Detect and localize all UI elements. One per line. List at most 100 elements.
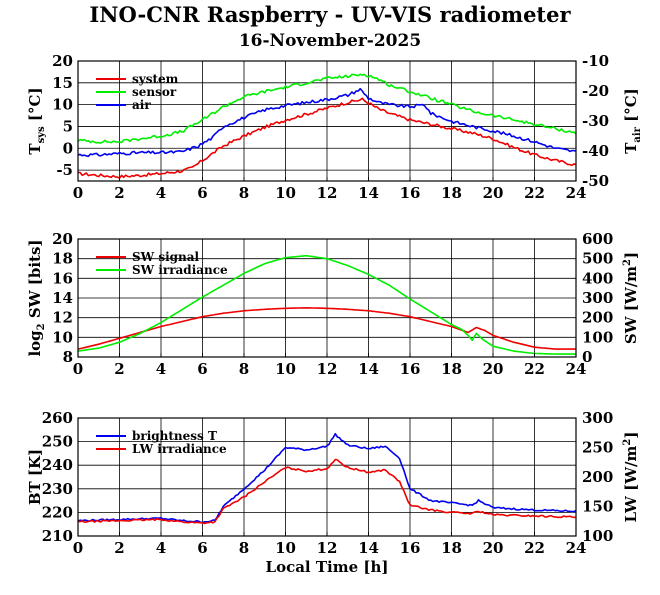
panel-shortwave-ytick-left-label: 10 <box>52 328 73 346</box>
panel-longwave-xtick-label: 12 <box>317 539 338 557</box>
page-title: INO-CNR Raspberry - UV-VIS radiometer <box>89 2 571 27</box>
panel-longwave-legend-label: brightness T <box>132 429 217 443</box>
panel-shortwave-ytick-right-label: 100 <box>582 328 613 346</box>
panel-longwave-ytick-left-label: 220 <box>42 503 73 521</box>
panel-temperature-xtick-label: 6 <box>197 184 207 202</box>
panel-longwave-ytick-left-label: 240 <box>42 456 73 474</box>
panel-temperature-xtick-label: 16 <box>400 184 421 202</box>
panel-shortwave-series-sw-signal <box>77 306 576 350</box>
panel-longwave-ytick-left-label: 210 <box>42 527 73 545</box>
panel-longwave-ytick-right-label: 100 <box>582 527 613 545</box>
panel-shortwave-xtick-label: 6 <box>197 360 207 378</box>
panel-shortwave-xtick-label: 14 <box>358 360 379 378</box>
panel-longwave-ytick-right-label: 200 <box>582 468 613 486</box>
panel-temperature-legend-label: system <box>132 72 179 86</box>
panel-shortwave-xtick-label: 10 <box>275 360 296 378</box>
panel-temperature-ytick-right-label: -30 <box>582 112 609 130</box>
panel-temperature-ytick-left-label: 15 <box>52 74 73 92</box>
panel-longwave-xtick-label: 2 <box>114 539 124 557</box>
panel-temperature-series-sensor <box>77 73 577 144</box>
date-subtitle: 16-November-2025 <box>238 31 422 51</box>
panel-shortwave-legend-label: SW signal <box>132 250 200 264</box>
panel-temperature-xtick-label: 18 <box>441 184 462 202</box>
panel-temperature-ylabel-right: Tair [°C] <box>622 88 643 154</box>
panel-longwave-xtick-label: 24 <box>566 539 587 557</box>
panel-shortwave-xtick-label: 18 <box>441 360 462 378</box>
panel-shortwave-legend-label: SW irradiance <box>132 263 228 277</box>
x-axis-label: Local Time [h] <box>266 558 389 576</box>
panel-longwave-xtick-label: 8 <box>239 539 249 557</box>
panel-shortwave-ytick-right-label: 300 <box>582 289 613 307</box>
panel-longwave-xtick-label: 6 <box>197 539 207 557</box>
panel-temperature-xtick-label: 0 <box>73 184 83 202</box>
panel-longwave-ytick-right-label: 300 <box>582 409 613 427</box>
panel-temperature-xtick-label: 12 <box>317 184 338 202</box>
panel-shortwave-xtick-label: 8 <box>239 360 249 378</box>
panel-temperature-ytick-left-label: 20 <box>52 52 73 70</box>
panel-longwave-xtick-label: 4 <box>156 539 166 557</box>
panel-temperature-xtick-label: 2 <box>114 184 124 202</box>
panel-longwave-ytick-left-label: 230 <box>42 480 73 498</box>
panel-temperature-legend-label: sensor <box>132 85 177 99</box>
panel-longwave-series-brightness-t <box>77 432 577 524</box>
panel-shortwave-ytick-right-label: 200 <box>582 309 613 327</box>
panel-shortwave-xtick-label: 12 <box>317 360 338 378</box>
panel-longwave-ytick-right-label: 150 <box>582 498 613 516</box>
panel-temperature-ytick-left-label: 0 <box>63 139 73 157</box>
panel-temperature-ytick-right-label: -50 <box>582 172 609 190</box>
panel-temperature-xtick-label: 4 <box>156 184 166 202</box>
panel-longwave-xtick-label: 20 <box>483 539 504 557</box>
panel-shortwave-ytick-left-label: 8 <box>63 348 73 366</box>
panel-longwave-xtick-label: 0 <box>73 539 83 557</box>
panel-longwave-xtick-label: 16 <box>400 539 421 557</box>
panel-longwave-ytick-right-label: 250 <box>582 439 613 457</box>
panel-shortwave-ytick-left-label: 12 <box>52 309 73 327</box>
panel-longwave-xtick-label: 14 <box>358 539 379 557</box>
panel-temperature-xtick-label: 14 <box>358 184 379 202</box>
panel-temperature-ytick-left-label: 10 <box>52 96 73 114</box>
panel-longwave-ylabel-right: LW [W/m2] <box>622 432 640 523</box>
panel-shortwave-xtick-label: 22 <box>524 360 545 378</box>
panel-temperature-legend-label: air <box>132 98 151 112</box>
panel-longwave-ylabel-left: BT [K] <box>26 449 44 505</box>
panel-temperature-xtick-label: 10 <box>275 184 296 202</box>
panel-shortwave-xtick-label: 4 <box>156 360 166 378</box>
panel-longwave-xtick-label: 18 <box>441 539 462 557</box>
panel-shortwave-ytick-left-label: 20 <box>52 230 73 248</box>
panel-shortwave-series-sw-irradiance <box>77 254 576 355</box>
panel-temperature-series-air <box>77 87 577 158</box>
panel-temperature-ytick-right-label: -20 <box>582 82 609 100</box>
panel-shortwave-ytick-left-label: 18 <box>52 250 73 268</box>
panel-shortwave-xtick-label: 0 <box>73 360 83 378</box>
panel-temperature-xtick-label: 24 <box>566 184 587 202</box>
panel-shortwave-xtick-label: 20 <box>483 360 504 378</box>
panel-temperature-ylabel-left: Tsys [°C] <box>26 87 47 154</box>
panel-longwave-series-lw-irradiance <box>78 458 577 525</box>
panel-temperature-xtick-label: 22 <box>524 184 545 202</box>
panel-longwave-legend-label: LW irradiance <box>132 442 227 456</box>
panel-shortwave-ylabel-right: SW [W/m2] <box>622 252 640 344</box>
panel-temperature-ytick-left-label: 5 <box>63 117 73 135</box>
panel-shortwave-ytick-right-label: 0 <box>582 348 592 366</box>
panel-shortwave-xtick-label: 2 <box>114 360 124 378</box>
panel-longwave-ytick-left-label: 260 <box>42 409 73 427</box>
panel-temperature-ytick-right-label: -10 <box>582 52 609 70</box>
panel-temperature-ytick-right-label: -40 <box>582 142 609 160</box>
panel-temperature-ytick-left-label: -5 <box>56 161 73 179</box>
panel-shortwave-xtick-label: 16 <box>400 360 421 378</box>
panel-longwave-xtick-label: 22 <box>524 539 545 557</box>
panel-shortwave-ytick-right-label: 500 <box>582 250 613 268</box>
panel-temperature-series-system <box>77 97 577 179</box>
panel-shortwave-ytick-left-label: 16 <box>52 269 73 287</box>
panel-temperature-xtick-label: 20 <box>483 184 504 202</box>
panel-shortwave-ytick-right-label: 600 <box>582 230 613 248</box>
panel-shortwave-xtick-label: 24 <box>566 360 587 378</box>
panel-longwave-xtick-label: 10 <box>275 539 296 557</box>
panel-shortwave-ylabel-left: log2 SW [bits] <box>26 239 47 356</box>
panel-temperature-xtick-label: 8 <box>239 184 249 202</box>
panel-longwave-ytick-left-label: 250 <box>42 433 73 451</box>
panel-shortwave-ytick-right-label: 400 <box>582 269 613 287</box>
panel-shortwave-ytick-left-label: 14 <box>52 289 73 307</box>
